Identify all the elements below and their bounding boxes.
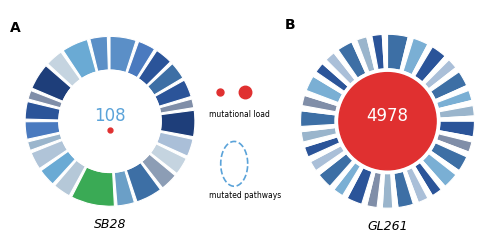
Wedge shape xyxy=(372,34,384,70)
Wedge shape xyxy=(440,116,474,121)
Wedge shape xyxy=(41,151,76,184)
Wedge shape xyxy=(72,167,114,206)
Wedge shape xyxy=(330,160,355,190)
Wedge shape xyxy=(310,146,344,171)
Text: GL261: GL261 xyxy=(367,220,408,233)
Wedge shape xyxy=(424,60,456,89)
Wedge shape xyxy=(438,131,473,142)
Wedge shape xyxy=(114,170,134,206)
Wedge shape xyxy=(316,151,346,175)
Wedge shape xyxy=(334,162,360,196)
Wedge shape xyxy=(150,144,186,174)
Wedge shape xyxy=(300,124,336,132)
Wedge shape xyxy=(382,174,392,208)
Circle shape xyxy=(339,73,436,170)
Wedge shape xyxy=(322,60,350,86)
Wedge shape xyxy=(306,76,343,103)
Wedge shape xyxy=(128,41,154,78)
Wedge shape xyxy=(302,95,338,112)
Circle shape xyxy=(59,70,161,173)
Wedge shape xyxy=(316,63,348,91)
Wedge shape xyxy=(313,72,344,94)
Wedge shape xyxy=(377,173,384,208)
Wedge shape xyxy=(414,47,445,82)
Wedge shape xyxy=(308,143,341,162)
Wedge shape xyxy=(142,154,176,188)
Wedge shape xyxy=(138,51,170,85)
Wedge shape xyxy=(430,72,467,100)
Text: SB28: SB28 xyxy=(94,218,126,231)
Wedge shape xyxy=(388,34,408,70)
Wedge shape xyxy=(439,106,474,118)
Wedge shape xyxy=(54,160,86,196)
Text: 4978: 4978 xyxy=(366,107,408,124)
Wedge shape xyxy=(90,36,108,72)
Wedge shape xyxy=(326,53,355,84)
Wedge shape xyxy=(301,127,336,142)
Wedge shape xyxy=(412,166,432,198)
Wedge shape xyxy=(154,80,191,106)
Wedge shape xyxy=(352,40,369,73)
Circle shape xyxy=(335,69,440,174)
Wedge shape xyxy=(394,171,413,207)
Wedge shape xyxy=(422,154,456,186)
Text: mutated pathways: mutated pathways xyxy=(209,191,281,200)
Wedge shape xyxy=(304,137,340,157)
Wedge shape xyxy=(428,68,459,91)
Wedge shape xyxy=(435,140,469,157)
Wedge shape xyxy=(414,162,441,196)
Wedge shape xyxy=(63,40,96,79)
Wedge shape xyxy=(435,86,469,103)
Wedge shape xyxy=(366,172,381,207)
Wedge shape xyxy=(436,90,472,109)
Wedge shape xyxy=(25,102,60,120)
Wedge shape xyxy=(382,34,388,69)
Wedge shape xyxy=(438,100,473,112)
Wedge shape xyxy=(366,36,378,70)
Wedge shape xyxy=(403,170,418,204)
Wedge shape xyxy=(31,140,68,169)
Wedge shape xyxy=(428,151,459,175)
Wedge shape xyxy=(301,106,336,115)
Wedge shape xyxy=(160,99,194,113)
Wedge shape xyxy=(342,166,363,198)
Wedge shape xyxy=(110,36,136,73)
Wedge shape xyxy=(412,44,432,76)
Wedge shape xyxy=(148,64,183,95)
Wedge shape xyxy=(420,160,445,190)
Wedge shape xyxy=(406,168,428,202)
Wedge shape xyxy=(32,66,72,101)
Text: B: B xyxy=(284,18,296,32)
Wedge shape xyxy=(390,173,398,208)
Wedge shape xyxy=(334,50,358,80)
Wedge shape xyxy=(362,171,375,206)
Wedge shape xyxy=(319,154,353,186)
Wedge shape xyxy=(338,42,366,78)
Text: mutational load: mutational load xyxy=(209,110,270,119)
Wedge shape xyxy=(356,37,375,72)
Wedge shape xyxy=(28,91,62,108)
Wedge shape xyxy=(300,111,336,126)
Wedge shape xyxy=(126,162,160,202)
Wedge shape xyxy=(160,110,195,137)
Wedge shape xyxy=(347,168,372,204)
Wedge shape xyxy=(48,52,80,87)
Wedge shape xyxy=(303,134,338,147)
Wedge shape xyxy=(430,143,467,171)
Wedge shape xyxy=(304,90,338,106)
Wedge shape xyxy=(439,121,474,137)
Wedge shape xyxy=(28,134,62,150)
Wedge shape xyxy=(422,56,449,84)
Wedge shape xyxy=(156,132,193,156)
Wedge shape xyxy=(403,38,428,75)
Text: 108: 108 xyxy=(94,107,126,125)
Wedge shape xyxy=(25,122,60,139)
Wedge shape xyxy=(436,134,472,152)
Wedge shape xyxy=(400,37,413,71)
Text: A: A xyxy=(10,21,20,35)
